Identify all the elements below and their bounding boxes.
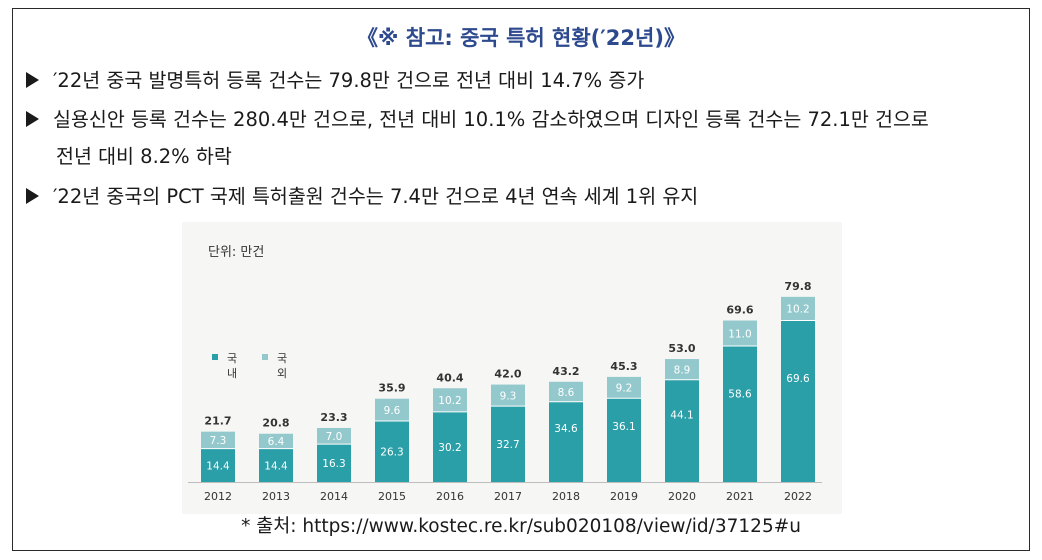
label-total-2019: 45.3 — [610, 360, 637, 373]
bullet-triangle-icon — [26, 72, 39, 88]
bar-foreign-2014 — [317, 427, 351, 445]
label-domestic-2016: 30.2 — [438, 442, 461, 454]
patent-bar-chart: 단위: 만건 14.4 7.3 21.7 2012 14.4 6.4 20.8 2013 16.3… — [188, 245, 822, 503]
label-foreign-2014: 7.0 — [326, 431, 343, 443]
x-tick-2017: 2017 — [494, 490, 522, 503]
legend-domestic-label-2: 내 — [227, 367, 237, 380]
label-domestic-2017: 32.7 — [496, 439, 519, 451]
bar-foreign-2016 — [433, 388, 467, 412]
label-domestic-2015: 26.3 — [380, 446, 403, 458]
label-total-2015: 35.9 — [378, 382, 405, 395]
bar-foreign-2020 — [665, 359, 699, 380]
source-citation: * 출처: https://www.kostec.re.kr/sub020108… — [241, 516, 801, 537]
bar-domestic-2013 — [259, 448, 293, 482]
bullet-triangle-icon — [26, 111, 39, 127]
x-tick-2013: 2013 — [262, 490, 290, 503]
bullet-triangle-icon — [26, 188, 39, 204]
legend-foreign-label-1: 국 — [277, 352, 287, 365]
label-total-2014: 23.3 — [320, 411, 347, 424]
label-foreign-2022: 10.2 — [786, 304, 809, 316]
bar-domestic-2017 — [491, 406, 525, 482]
x-tick-2019: 2019 — [610, 490, 638, 503]
bar-domestic-2020 — [665, 379, 699, 482]
label-foreign-2015: 9.6 — [384, 405, 401, 417]
bullet-utility-design-continuation: 전년 대비 8.2% 하락 — [56, 145, 232, 168]
bar-domestic-2012 — [201, 448, 235, 482]
x-tick-2018: 2018 — [552, 490, 580, 503]
label-domestic-2018: 34.6 — [554, 423, 578, 435]
label-foreign-2012: 7.3 — [210, 435, 227, 447]
label-foreign-2016: 10.2 — [438, 395, 461, 407]
bar-domestic-2019 — [607, 398, 641, 482]
bullet-text: ′22년 중국의 PCT 국제 특허출원 건수는 7.4만 건으로 4년 연속 … — [53, 185, 699, 208]
label-domestic-2014: 16.3 — [322, 458, 345, 470]
legend-domestic-label-1: 국 — [227, 352, 237, 365]
bar-foreign-2021 — [723, 320, 757, 347]
label-domestic-2019: 36.1 — [612, 421, 635, 433]
bar-domestic-2018 — [549, 401, 583, 482]
label-foreign-2019: 9.2 — [616, 383, 633, 395]
bar-foreign-2018 — [549, 381, 583, 402]
legend-foreign-label-2: 외 — [277, 367, 287, 380]
legend-foreign-swatch — [262, 354, 268, 360]
x-tick-2020: 2020 — [668, 490, 696, 503]
label-total-2017: 42.0 — [494, 368, 521, 381]
x-tick-2021: 2021 — [726, 490, 754, 503]
reference-heading: 《※ 참고: 중국 특허 현황(′22년)》 — [357, 26, 685, 50]
label-total-2021: 69.6 — [726, 304, 753, 317]
label-total-2020: 53.0 — [668, 342, 695, 355]
bar-domestic-2015 — [375, 420, 409, 482]
bar-foreign-2022 — [781, 296, 815, 321]
label-foreign-2013: 6.4 — [268, 436, 285, 448]
label-domestic-2013: 14.4 — [264, 460, 288, 472]
label-total-2013: 20.8 — [262, 417, 289, 430]
label-total-2012: 21.7 — [204, 415, 231, 428]
label-domestic-2020: 44.1 — [670, 410, 693, 422]
bar-domestic-2014 — [317, 444, 351, 482]
label-total-2018: 43.2 — [552, 365, 579, 378]
label-domestic-2021: 58.6 — [728, 389, 752, 401]
document-frame — [12, 8, 1030, 551]
bullet-utility-design: 실용신안 등록 건수는 280.4만 건으로, 전년 대비 10.1% 감소하였… — [26, 104, 1026, 136]
label-total-2016: 40.4 — [436, 371, 463, 384]
bar-foreign-2013 — [259, 433, 293, 449]
x-tick-2014: 2014 — [320, 490, 348, 503]
bar-domestic-2016 — [433, 411, 467, 482]
label-foreign-2020: 8.9 — [674, 364, 691, 376]
bar-foreign-2015 — [375, 398, 409, 421]
x-tick-2015: 2015 — [378, 490, 406, 503]
legend-domestic-swatch — [212, 354, 218, 360]
bar-foreign-2017 — [491, 384, 525, 407]
x-tick-2016: 2016 — [436, 490, 464, 503]
bar-foreign-2019 — [607, 376, 641, 399]
label-domestic-2022: 69.6 — [786, 373, 810, 385]
x-tick-2022: 2022 — [784, 490, 812, 503]
label-foreign-2017: 9.3 — [500, 390, 517, 402]
bullet-invention-patents: ′22년 중국 발명특허 등록 건수는 79.8만 건으로 전년 대비 14.7… — [26, 65, 1026, 97]
unit-label: 단위: 만건 — [208, 245, 264, 260]
x-tick-2012: 2012 — [204, 490, 232, 503]
label-domestic-2012: 14.4 — [206, 460, 230, 472]
bullet-pct: ′22년 중국의 PCT 국제 특허출원 건수는 7.4만 건으로 4년 연속 … — [26, 181, 1026, 213]
bar-domestic-2022 — [781, 320, 815, 482]
label-foreign-2021: 11.0 — [728, 328, 751, 340]
bar-domestic-2021 — [723, 346, 757, 482]
bullet-text: 실용신안 등록 건수는 280.4만 건으로, 전년 대비 10.1% 감소하였… — [53, 108, 929, 131]
label-total-2022: 79.8 — [784, 280, 811, 293]
bar-foreign-2012 — [201, 431, 235, 449]
bullet-text: ′22년 중국 발명특허 등록 건수는 79.8만 건으로 전년 대비 14.7… — [53, 69, 645, 92]
label-foreign-2018: 8.6 — [558, 387, 575, 399]
